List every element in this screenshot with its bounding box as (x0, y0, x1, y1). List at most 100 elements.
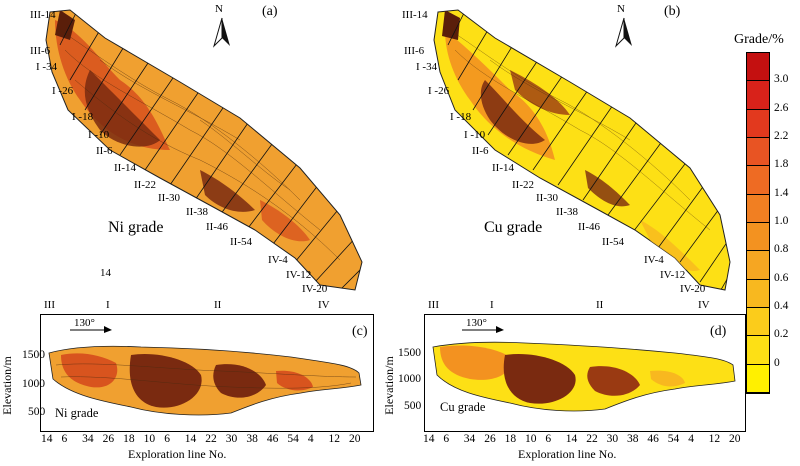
legend-swatch (747, 53, 769, 82)
legend-swatch (747, 308, 769, 337)
line-label: II-54 (602, 236, 624, 248)
panel-label-d: (d) (710, 324, 727, 339)
legend-swatch (747, 364, 769, 393)
x-tick: 54 (287, 433, 299, 445)
legend-label: 0.6 (774, 271, 789, 284)
x-tick: 6 (61, 433, 68, 445)
legend-swatch (747, 166, 769, 195)
line-label: III-14 (30, 9, 56, 21)
zone-label: II (214, 299, 222, 311)
x-tick: 20 (729, 433, 741, 445)
x-tick: 14 (565, 433, 578, 445)
x-tick: 26 (484, 433, 496, 445)
legend-label: 1.8 (774, 158, 789, 171)
azimuth-arrow-icon (70, 326, 112, 333)
line-label: II-6 (472, 145, 489, 157)
line-label: I -26 (428, 85, 450, 97)
y-tick: 1000 (22, 378, 45, 390)
azimuth-label: 130° (466, 317, 487, 329)
line-label: IV-4 (644, 254, 664, 266)
x-tick: 6 (164, 433, 170, 445)
section-ni (48, 345, 362, 416)
legend-title: Grade/% (734, 32, 784, 47)
legend-label: 2.2 (774, 130, 789, 142)
legend-swatch (747, 223, 769, 252)
zone-label: IV (318, 299, 330, 311)
x-tick: 34 (82, 433, 94, 445)
line-label: I -10 (464, 129, 486, 141)
y-tick: 500 (404, 400, 422, 412)
line-label: IV-12 (286, 269, 312, 281)
x-tick: 46 (647, 433, 659, 445)
y-axis-label: Elevation/m (381, 356, 396, 415)
x-tick: 26 (102, 433, 115, 445)
line-label: II-14 (492, 162, 514, 174)
x-axis-label: Exploration line No. (518, 447, 617, 461)
x-tick: 14 (184, 433, 197, 445)
x-axis-label: Exploration line No. (128, 447, 227, 461)
line-label: I -18 (450, 111, 472, 123)
x-tick: 34 (463, 433, 476, 445)
legend-swatch (747, 279, 769, 308)
line-label: IV-4 (268, 254, 288, 266)
x-tick: 38 (627, 433, 639, 445)
legend-label: 1.4 (774, 186, 789, 199)
line-label: II-54 (230, 236, 252, 248)
legend-label: 0.8 (774, 243, 789, 256)
x-tick: 22 (586, 433, 598, 445)
plan-map-ni (45, 9, 363, 291)
stray-label: 14 (100, 267, 111, 279)
legend-swatch (747, 336, 769, 365)
x-tick: 10 (525, 433, 537, 445)
zone-label: I (106, 299, 110, 311)
north-arrow-icon (212, 17, 230, 48)
y-axis-label: Elevation/m (0, 356, 14, 415)
x-tick: 12 (328, 433, 340, 445)
north-label: N (617, 3, 625, 15)
line-label: II-38 (186, 206, 208, 218)
panel-label-c: (c) (352, 324, 368, 339)
y-tick: 1000 (398, 373, 421, 385)
section-frame-c (40, 314, 374, 432)
panel-label-b: (b) (664, 4, 681, 19)
cu-grade-text: Cu grade (484, 219, 543, 236)
y-tick: 500 (28, 406, 46, 418)
zone-label: I (490, 299, 494, 311)
plan-map-cu (433, 9, 731, 291)
section-ni-grade-text: Ni grade (55, 406, 99, 420)
ni-grade-text: Ni grade (108, 219, 164, 236)
x-tick: 4 (688, 433, 694, 445)
legend-swatch (747, 109, 769, 138)
line-label: IV-20 (680, 283, 706, 295)
y-tick: 1500 (22, 349, 45, 361)
legend-label: 0.4 (774, 300, 789, 312)
x-tick: 12 (708, 433, 721, 445)
legend-swatch (747, 251, 769, 280)
x-tick: 20 (349, 433, 361, 445)
north-arrow-icon (614, 17, 632, 48)
line-label: II-14 (114, 162, 136, 174)
section-cu-grade-text: Cu grade (440, 400, 486, 414)
zone-label: III (44, 299, 55, 311)
x-tick: 18 (123, 433, 135, 445)
line-label: II-6 (96, 145, 113, 157)
legend-label: 1.0 (774, 215, 789, 227)
x-tick: 18 (504, 433, 517, 445)
legend-swatch (747, 81, 769, 110)
azimuth-arrow-icon (462, 326, 504, 333)
section-frame-d (424, 314, 746, 432)
line-label: III-14 (402, 9, 428, 21)
line-label: III-6 (30, 45, 51, 57)
zone-label: IV (698, 299, 710, 311)
x-tick: 6 (443, 433, 450, 445)
panel-label-a: (a) (262, 4, 278, 19)
x-tick: 4 (307, 433, 314, 445)
legend-label: 2.6 (774, 101, 789, 114)
x-tick: 30 (606, 433, 619, 445)
y-tick: 1500 (398, 347, 421, 359)
x-tick: 22 (205, 433, 217, 445)
section-cu (432, 341, 736, 412)
zone-label: III (428, 299, 439, 311)
color-scale-bar (746, 52, 770, 394)
zone-label: II (596, 299, 604, 311)
